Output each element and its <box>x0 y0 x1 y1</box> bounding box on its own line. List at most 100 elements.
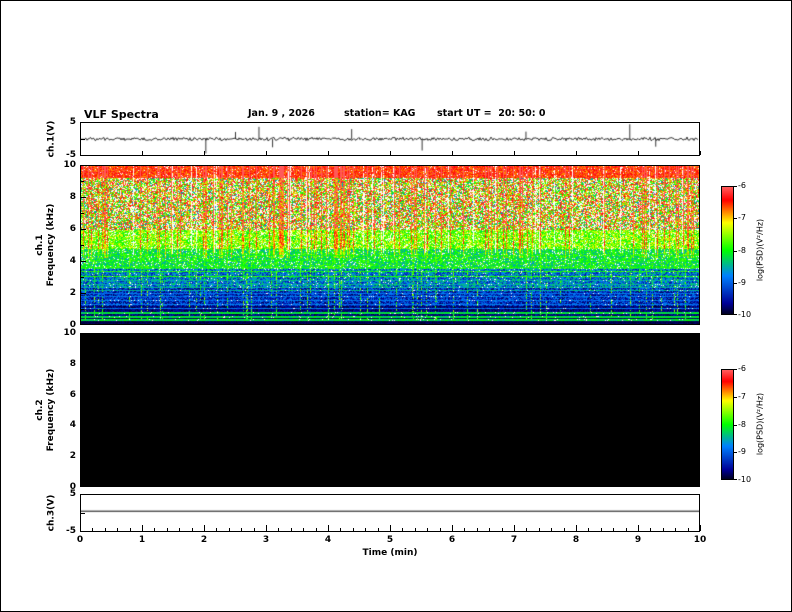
ch1-spec-ytick-label: 10 <box>63 160 76 170</box>
ch2-spec-ytick-label: 0 <box>69 482 76 492</box>
colorbar-tick <box>734 396 737 398</box>
ch1-colorbar-axis-label: log(PSD)(V²/Hz) <box>755 218 765 282</box>
x-minor-tick <box>551 528 553 531</box>
ch1-spectrogram-canvas <box>81 166 699 324</box>
freq-minor-tick <box>81 440 84 442</box>
x-major-tick <box>452 525 453 531</box>
freq-major-tick <box>81 261 86 262</box>
ch1-wave-ytick-label: -5 <box>66 150 76 160</box>
ch1-frequency-axis-label-line1: ch.1 <box>35 234 45 256</box>
ch2-colorbar <box>721 369 734 480</box>
ch1-spectrogram-panel <box>80 165 700 325</box>
x-major-tick <box>142 151 143 155</box>
x-major-tick <box>328 151 329 155</box>
x-minor-tick <box>675 528 677 531</box>
ch1-colorbar-canvas <box>722 187 733 314</box>
x-major-tick <box>390 151 391 155</box>
ch1-spec-ytick-label: 4 <box>69 256 76 266</box>
x-minor-tick <box>687 528 689 531</box>
x-major-tick <box>266 525 267 531</box>
ch1-spec-ytick-label: 6 <box>69 224 76 234</box>
ch1-waveform-canvas <box>81 123 699 155</box>
ch3-voltage-axis-label: ch.3(V) <box>46 494 57 532</box>
x-minor-tick <box>241 528 243 531</box>
x-minor-tick <box>253 528 255 531</box>
colorbar-tick-label: -8 <box>738 419 746 429</box>
ch1-spec-ytick-label: 8 <box>69 192 76 202</box>
x-minor-tick <box>464 528 466 531</box>
ch2-colorbar-canvas <box>722 370 733 479</box>
ch1-voltage-axis-label: ch.1(V) <box>46 120 57 158</box>
ch2-spec-ytick-label: 10 <box>63 328 76 338</box>
ch1-spec-ytick-label: 2 <box>69 288 76 298</box>
x-minor-tick <box>365 528 367 531</box>
x-minor-tick <box>191 528 193 531</box>
x-minor-tick <box>216 528 218 531</box>
x-minor-tick <box>414 528 416 531</box>
time-axis-label: Time (min) <box>362 548 418 558</box>
x-minor-tick <box>427 528 429 531</box>
ch2-spectrogram-panel <box>80 333 700 487</box>
colorbar-tick <box>734 218 737 220</box>
freq-minor-tick <box>81 181 84 182</box>
x-minor-tick <box>538 528 540 531</box>
colorbar-tick-label: -9 <box>738 447 746 457</box>
x-minor-tick <box>129 528 131 531</box>
x-tick-label: 1 <box>138 535 146 545</box>
x-major-tick <box>80 151 81 155</box>
ch1-colorbar <box>721 186 734 315</box>
freq-minor-tick <box>81 471 84 473</box>
x-major-tick <box>204 525 205 531</box>
x-tick-label: 10 <box>693 535 707 545</box>
freq-major-tick <box>81 456 86 458</box>
freq-minor-tick <box>81 410 84 411</box>
freq-major-tick <box>81 394 86 396</box>
colorbar-tick-label: -6 <box>738 364 746 373</box>
x-major-tick <box>266 151 267 155</box>
x-minor-tick <box>154 528 156 531</box>
x-major-tick <box>142 525 143 531</box>
ch1-spec-ytick-label: 0 <box>69 320 76 330</box>
colorbar-tick-label: -9 <box>738 277 746 287</box>
x-minor-tick <box>476 528 478 531</box>
station-label: station= KAG <box>344 108 416 119</box>
ch3-wave-ytick-label: -5 <box>66 526 76 536</box>
x-major-tick <box>638 151 639 155</box>
colorbar-tick <box>734 424 737 426</box>
x-major-tick <box>204 151 205 155</box>
x-minor-tick <box>104 528 106 531</box>
x-tick-label: 7 <box>510 535 518 545</box>
freq-major-tick <box>81 363 86 365</box>
x-major-tick <box>80 525 81 531</box>
x-tick-label: 6 <box>448 535 456 545</box>
ch2-spec-ytick-label: 4 <box>69 420 76 431</box>
x-tick-label: 2 <box>200 535 208 545</box>
colorbar-tick <box>734 369 737 370</box>
x-minor-tick <box>228 528 230 531</box>
x-minor-tick <box>290 528 292 531</box>
ch1-frequency-axis-label-line2: Frequency (kHz) <box>46 203 56 287</box>
ch2-spec-ytick-label: 8 <box>69 358 76 369</box>
x-minor-tick <box>625 528 627 531</box>
ch3-wave-ytick-label: 5 <box>69 489 76 499</box>
ch2-spec-ytick-label: 6 <box>69 389 76 400</box>
x-major-tick <box>576 151 577 155</box>
freq-major-tick <box>81 293 86 294</box>
colorbar-tick <box>734 314 737 315</box>
freq-minor-tick <box>81 379 84 381</box>
start-ut-label: start UT = 20: 50: 0 <box>437 108 546 119</box>
x-tick-label: 9 <box>634 535 642 545</box>
x-tick-label: 0 <box>76 535 84 545</box>
x-minor-tick <box>92 528 94 531</box>
x-major-tick <box>700 525 701 531</box>
ch2-frequency-axis-label: ch.2 Frequency (kHz) <box>35 369 57 452</box>
ch2-frequency-axis-label-line2: Frequency (kHz) <box>46 368 56 452</box>
x-minor-tick <box>340 528 342 531</box>
x-minor-tick <box>352 528 354 531</box>
colorbar-tick-label: -7 <box>738 213 746 223</box>
x-major-tick <box>576 525 577 531</box>
x-major-tick <box>328 525 329 531</box>
freq-minor-tick <box>81 245 84 246</box>
colorbar-tick-label: -7 <box>738 391 746 401</box>
